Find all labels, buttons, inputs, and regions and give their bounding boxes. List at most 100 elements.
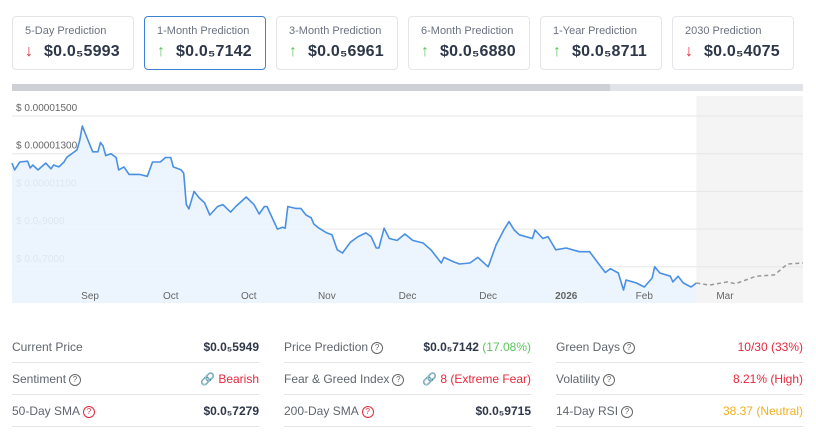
y-tick-label: $ 0.00001300	[16, 141, 78, 152]
stat-label: 14-Day RSI?	[556, 404, 634, 418]
x-tick-label: Dec	[399, 291, 417, 302]
stat-label-text: 200-Day SMA	[284, 404, 359, 418]
x-tick-label: Oct	[241, 291, 257, 302]
prediction-card-6-month-prediction[interactable]: 6-Month Prediction ↑ $0.0₅6880	[408, 16, 530, 70]
question-circle-icon[interactable]: ?	[603, 374, 616, 386]
stat-row-volatility: Volatility? 8.21% (High)	[556, 363, 803, 395]
question-circle-icon[interactable]: ?	[83, 406, 96, 418]
stat-label: Price Prediction?	[284, 340, 384, 354]
stat-label: Volatility?	[556, 372, 616, 386]
x-tick-label: Nov	[318, 291, 336, 302]
stat-label: Fear & Greed Index?	[284, 372, 405, 386]
prediction-value-text: $0.0₅8711	[572, 43, 647, 60]
navigator-handle[interactable]	[12, 84, 610, 91]
stat-label-text: 14-Day RSI	[556, 404, 619, 418]
stat-value: 8.21% (High)	[733, 372, 803, 386]
prediction-card-label: 3-Month Prediction	[289, 25, 382, 37]
arrow-up-icon: ↑	[421, 43, 430, 60]
stat-value-text: 38.37 (Neutral)	[722, 404, 803, 418]
prediction-value-text: $0.0₅7142	[176, 43, 252, 60]
question-circle-icon[interactable]: ?	[392, 374, 405, 386]
stat-label-text: Current Price	[12, 340, 83, 354]
prediction-card-label: 1-Year Prediction	[553, 25, 637, 37]
stat-value-text: 8.21% (High)	[732, 372, 803, 386]
stat-value-text: Bearish	[218, 372, 259, 386]
link-icon: 🔗	[200, 372, 216, 386]
stat-label: 50-Day SMA?	[12, 404, 96, 418]
prediction-card-value: ↑ $0.0₅8711	[553, 43, 647, 61]
stat-value-text: $0.0₅7142	[423, 340, 479, 354]
prediction-card-2030-prediction[interactable]: 2030 Prediction ↓ $0.0₅4075	[672, 16, 794, 70]
stat-label: Current Price	[12, 340, 83, 354]
x-tick-label: Sep	[81, 291, 99, 302]
prediction-card-label: 6-Month Prediction	[421, 25, 514, 37]
prediction-value-text: $0.0₅6961	[308, 43, 384, 60]
stat-label-text: Green Days	[556, 340, 621, 354]
arrow-up-icon: ↑	[553, 43, 562, 60]
stat-row-current-price: Current Price $0.0₅5949	[12, 331, 259, 363]
prediction-value-text: $0.0₅5993	[44, 43, 120, 60]
stat-label: 200-Day SMA?	[284, 404, 374, 418]
question-circle-icon[interactable]: ?	[621, 406, 634, 418]
stat-row-fear-greed-index: Fear & Greed Index? 🔗 8 (Extreme Fear)	[284, 363, 531, 395]
stat-row-14-day-rsi: 14-Day RSI? 38.37 (Neutral)	[556, 395, 803, 427]
stat-label: Green Days?	[556, 340, 636, 354]
x-tick-label: 2026	[555, 291, 578, 302]
price-chart: $ 0.00001500$ 0.00001300$ 0.00001100$ 0.…	[11, 84, 804, 303]
prediction-card-1-year-prediction[interactable]: 1-Year Prediction ↑ $0.0₅8711	[540, 16, 662, 70]
prediction-card-value: ↑ $0.0₅6961	[289, 43, 384, 61]
stat-value: 38.37 (Neutral)	[723, 404, 803, 418]
link-icon: 🔗	[422, 372, 438, 386]
stat-value: $0.0₅9715	[475, 404, 531, 418]
arrow-up-icon: ↑	[289, 43, 298, 60]
stat-change: (17.08%)	[482, 340, 531, 354]
stat-label-text: Price Prediction	[284, 340, 369, 354]
prediction-card-value: ↓ $0.0₅4075	[685, 43, 780, 61]
stat-value[interactable]: 🔗 Bearish	[200, 372, 259, 386]
price-line	[11, 125, 697, 291]
stat-row-50-day-sma: 50-Day SMA? $0.0₅7279	[12, 395, 259, 427]
x-tick-label: Mar	[716, 291, 734, 302]
prediction-card-value: ↓ $0.0₅5993	[25, 43, 120, 61]
stat-label: Sentiment?	[12, 372, 82, 386]
stat-label-text: Fear & Greed Index	[284, 372, 390, 386]
forecast-line	[696, 262, 804, 286]
question-circle-icon[interactable]: ?	[69, 374, 82, 386]
prediction-value-text: $0.0₅6880	[440, 43, 516, 60]
stat-row-sentiment: Sentiment? 🔗 Bearish	[12, 363, 259, 395]
stat-value: $0.0₅7142 (17.08%)	[423, 340, 531, 354]
stat-label-text: Sentiment	[12, 372, 67, 386]
prediction-card-label: 2030 Prediction	[685, 25, 762, 37]
x-tick-label: Dec	[479, 291, 497, 302]
arrow-down-icon: ↓	[25, 43, 34, 60]
stat-value[interactable]: 🔗 8 (Extreme Fear)	[422, 372, 531, 386]
stat-value-text: 10/30 (33%)	[737, 340, 803, 354]
stat-label-text: 50-Day SMA	[12, 404, 81, 418]
question-circle-icon[interactable]: ?	[371, 342, 384, 354]
stat-value-text: $0.0₅7279	[203, 404, 259, 418]
stat-value-text: $0.0₅5949	[203, 340, 259, 354]
price-area	[12, 126, 697, 303]
prediction-card-value: ↑ $0.0₅6880	[421, 43, 516, 61]
prediction-card-label: 1-Month Prediction	[157, 25, 250, 37]
forecast-region	[696, 96, 803, 303]
prediction-value-text: $0.0₅4075	[704, 43, 780, 60]
stat-value: $0.0₅5949	[203, 340, 259, 354]
stat-row-green-days: Green Days? 10/30 (33%)	[556, 331, 803, 363]
arrow-down-icon: ↓	[685, 43, 694, 60]
prediction-card-5-day-prediction[interactable]: 5-Day Prediction ↓ $0.0₅5993	[12, 16, 134, 70]
question-circle-icon[interactable]: ?	[361, 406, 374, 418]
prediction-card-label: 5-Day Prediction	[25, 25, 107, 37]
stat-value-text: 8 (Extreme Fear)	[440, 372, 531, 386]
stat-row-price-prediction: Price Prediction? $0.0₅7142 (17.08%)	[284, 331, 531, 363]
prediction-card-value: ↑ $0.0₅7142	[157, 43, 252, 61]
question-circle-icon[interactable]: ?	[623, 342, 636, 354]
x-tick-label: Feb	[636, 291, 654, 302]
prediction-card-3-month-prediction[interactable]: 3-Month Prediction ↑ $0.0₅6961	[276, 16, 398, 70]
y-tick-label: $ 0.00001500	[16, 103, 78, 114]
stat-value: 10/30 (33%)	[738, 340, 803, 354]
stat-label-text: Volatility	[556, 372, 601, 386]
prediction-card-1-month-prediction[interactable]: 1-Month Prediction ↑ $0.0₅7142	[144, 16, 266, 70]
stat-row-200-day-sma: 200-Day SMA? $0.0₅9715	[284, 395, 531, 427]
